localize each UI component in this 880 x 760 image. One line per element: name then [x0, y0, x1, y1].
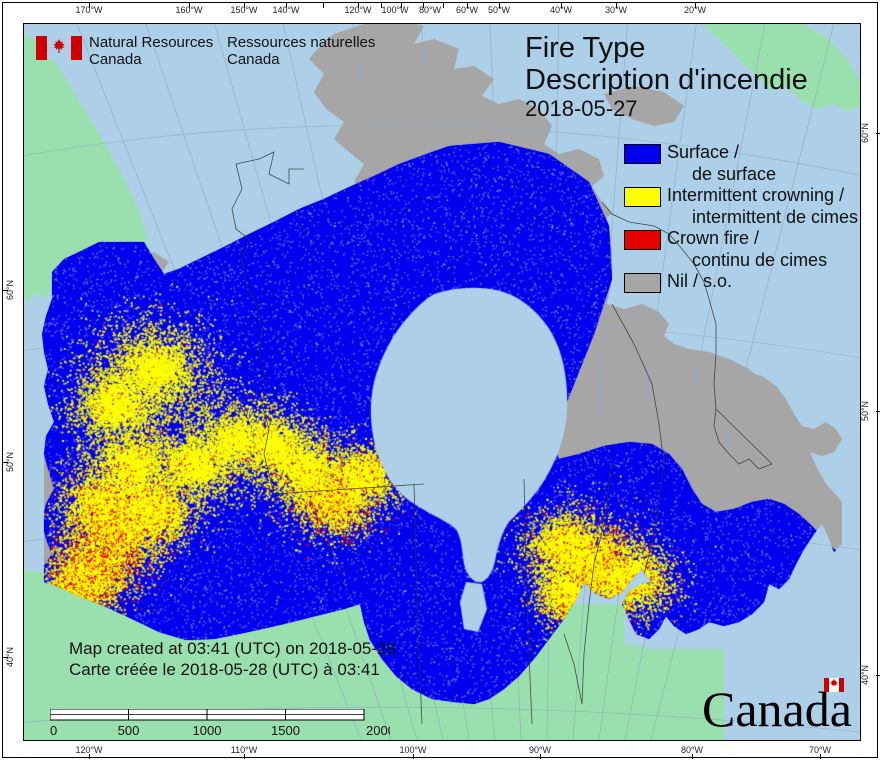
- svg-text:1500: 1500: [271, 723, 300, 738]
- svg-text:0: 0: [50, 723, 57, 738]
- svg-text:500: 500: [118, 723, 140, 738]
- svg-text:2000 km: 2000 km: [366, 723, 390, 738]
- svg-text:1000: 1000: [193, 723, 222, 738]
